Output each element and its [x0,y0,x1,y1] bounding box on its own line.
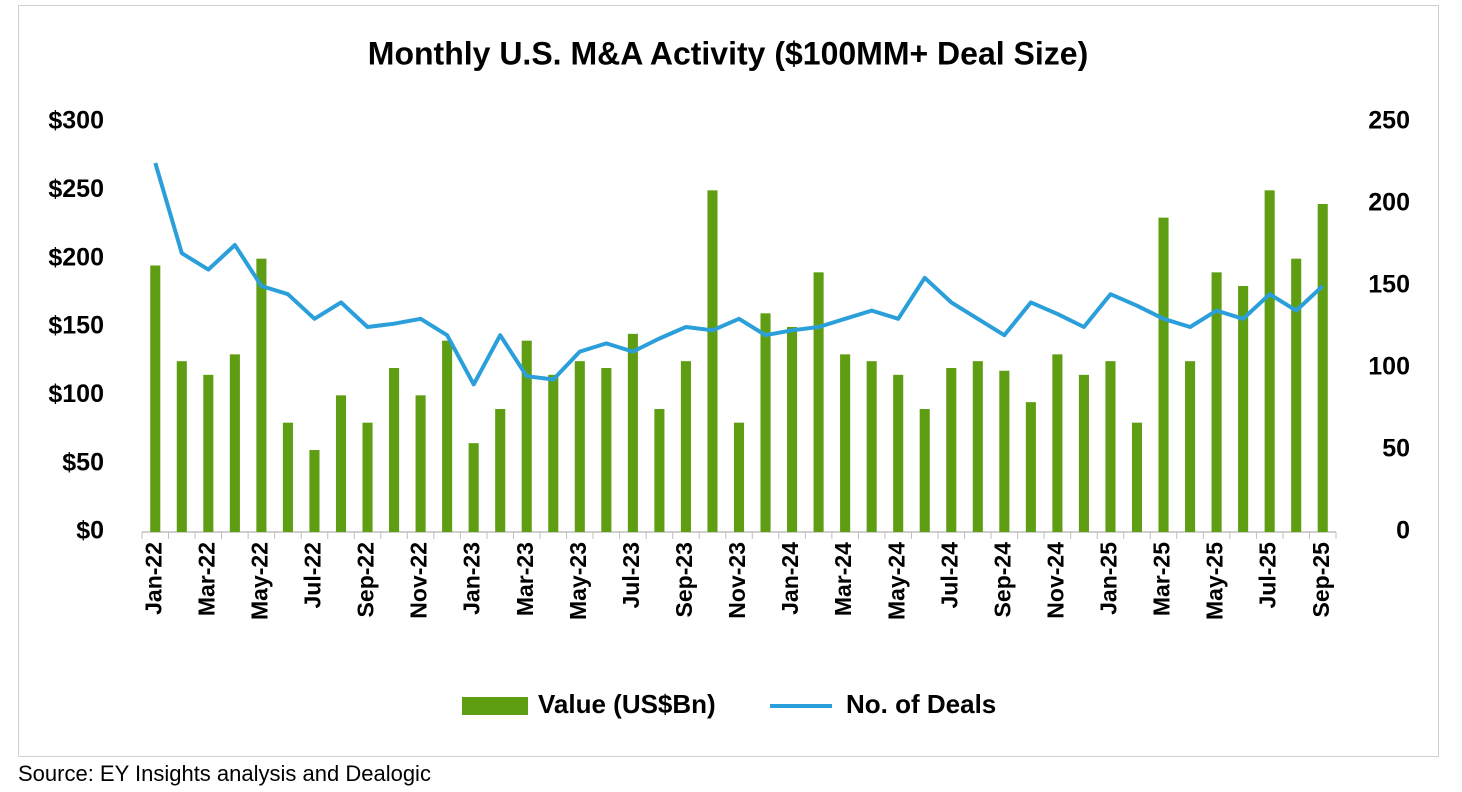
x-tick-label: Nov-22 [406,542,432,619]
legend-label: No. of Deals [846,689,996,719]
y-tick-label: $100 [48,380,104,408]
x-tick-label: Jan-24 [777,542,803,615]
bar [840,354,851,532]
bar [150,265,161,532]
y2-tick-label: 200 [1368,189,1410,217]
y-tick-label: $150 [48,312,104,340]
x-tick-label: Mar-22 [193,542,219,616]
x-tick-label: Nov-23 [724,542,750,619]
bar [999,370,1010,532]
x-tick-label: May-24 [883,542,909,620]
line [153,162,1325,387]
bar [1185,361,1196,532]
bar [1052,354,1063,532]
y-tick-label: $250 [48,175,104,203]
x-tick-label: Sep-23 [671,542,697,617]
bar [1131,422,1143,532]
bar [1264,190,1275,533]
bar [415,395,426,532]
bar [574,361,585,532]
y2-tick-label: 50 [1382,435,1410,463]
bar [1105,361,1116,532]
chart-title: Monthly U.S. M&A Activity ($100MM+ Deal … [368,35,1088,71]
bar [362,422,373,532]
x-tick-label: Sep-25 [1308,542,1334,618]
y2-tick-label: 250 [1368,107,1410,135]
y-tick-label: $300 [48,107,104,135]
bar [1078,374,1089,532]
x-tick-label: Jan-22 [140,542,166,615]
x-tick-label: Jul-24 [936,542,962,609]
bar [1238,286,1249,532]
bar [495,409,506,532]
x-tick-label: Mar-23 [512,542,538,616]
bar [282,422,293,532]
y-tick-label: $0 [76,517,104,545]
bar [627,333,638,532]
bar [548,374,559,532]
bar [1158,217,1169,532]
bar [203,374,214,532]
y2-tick-label: 100 [1368,353,1410,381]
x-tick-label: Mar-24 [830,542,856,616]
bar [229,354,240,532]
bar [176,361,187,532]
bar [335,395,347,532]
bar [733,422,745,532]
bar [1291,258,1302,532]
y-tick-label: $50 [62,448,104,476]
bar [813,272,824,532]
bar [256,258,267,532]
source-note: Source: EY Insights analysis and Dealogi… [18,761,431,786]
bar [468,443,479,532]
bar [442,340,453,532]
bar [787,327,798,532]
bar [866,361,877,532]
x-tick-label: May-25 [1202,542,1228,620]
bar [707,190,718,533]
x-tick-label: Jul-22 [300,542,326,608]
y2-tick-label: 150 [1368,271,1410,299]
legend-label: Value (US$Bn) [538,689,716,719]
chart-frame [18,5,1439,757]
bar [521,340,532,532]
bar [1025,402,1036,532]
bar [919,409,930,532]
bar [1211,272,1222,532]
x-tick-label: Jul-23 [618,542,644,608]
x-tick-label: Mar-25 [1149,542,1175,616]
bar [601,368,612,532]
x-tick-label: May-22 [246,542,272,620]
legend-swatch [462,697,528,715]
x-tick-label: Sep-22 [353,542,379,617]
x-tick-label: Sep-24 [989,542,1015,618]
y-tick-label: $200 [48,243,104,271]
x-tick-label: Nov-24 [1042,542,1068,619]
x-tick-label: May-23 [565,542,591,620]
y2-tick-label: 0 [1396,517,1410,545]
x-tick-label: Jul-25 [1255,542,1281,609]
x-tick-label: Jan-23 [459,542,485,615]
bar [972,361,983,532]
bar [389,368,400,532]
bar [680,361,691,532]
bar [946,368,957,532]
bar [654,409,665,532]
bar [1317,204,1328,532]
x-tick-label: Jan-25 [1096,542,1122,615]
bar [893,374,904,532]
bar [309,450,320,532]
bar [760,313,771,532]
